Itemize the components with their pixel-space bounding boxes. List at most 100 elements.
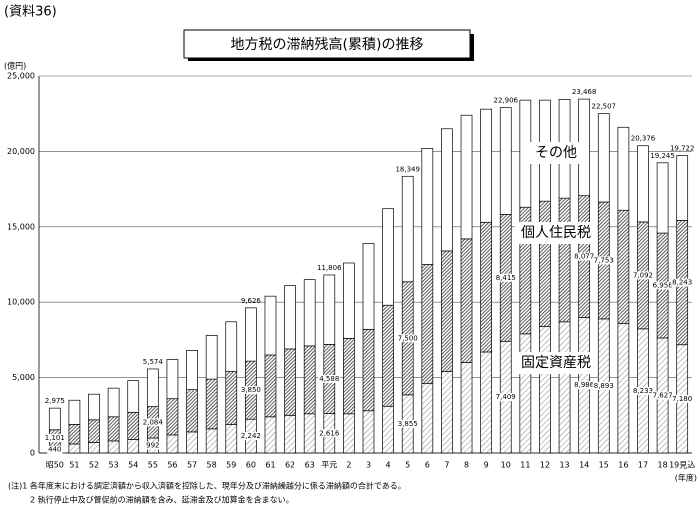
- bar-segment: [127, 380, 140, 413]
- bar-segment: [421, 264, 434, 384]
- value-label: 19,245: [650, 152, 675, 160]
- bar-segment: [225, 321, 238, 372]
- bar-segment: [205, 335, 218, 380]
- x-tick-label: 63: [305, 461, 315, 470]
- value-label: 8,893: [594, 382, 614, 390]
- value-label: 4,588: [319, 375, 339, 383]
- value-label-bg: [141, 418, 165, 427]
- bar-segment: [107, 387, 120, 418]
- legend-bg: [515, 222, 597, 244]
- bar-segment: [225, 371, 238, 425]
- bar-segment: [264, 416, 277, 454]
- bar-segment: [68, 443, 81, 454]
- x-tick-label: 11: [520, 461, 530, 470]
- value-label: 23,468: [572, 88, 597, 96]
- value-label: 7,409: [496, 393, 516, 401]
- bar-segment: [343, 262, 355, 339]
- x-axis-label: (年度): [675, 473, 697, 483]
- value-label-bg: [651, 281, 674, 290]
- value-label-bg: [396, 419, 419, 428]
- x-tick-label: 4: [386, 461, 391, 470]
- bar-segment: [284, 348, 296, 416]
- legend-label: 固定資産税: [521, 355, 591, 371]
- bar-segment: [558, 321, 571, 454]
- value-label: 8,986: [574, 381, 595, 389]
- value-label-bg: [239, 386, 262, 395]
- value-label: 18,349: [395, 165, 420, 173]
- bar-segment: [166, 398, 179, 436]
- value-label: 11,806: [317, 264, 342, 272]
- x-tick-label: 14: [579, 461, 589, 470]
- x-tick-label: 15: [599, 461, 609, 470]
- value-label: 2,975: [45, 397, 65, 405]
- value-label-bg: [592, 256, 615, 265]
- value-label: 7,627: [653, 391, 673, 399]
- value-label: 7,500: [398, 334, 418, 342]
- y-tick-label: 10,000: [7, 298, 35, 307]
- value-label: 7,753: [594, 256, 614, 264]
- value-label-bg: [318, 429, 341, 438]
- doc-label: (資料36): [4, 5, 57, 20]
- bar-segment: [597, 113, 610, 203]
- value-label-bg: [651, 391, 674, 400]
- value-label-bg: [318, 374, 341, 383]
- value-label: 8,077: [574, 253, 594, 261]
- bar-segment: [146, 368, 159, 407]
- value-label-bg: [631, 386, 655, 395]
- y-tick-label: 25,000: [7, 72, 35, 81]
- bar-segment: [186, 389, 198, 433]
- x-tick-label: 59: [226, 461, 236, 470]
- x-tick-label: 51: [69, 461, 79, 470]
- y-tick-label: 5,000: [12, 373, 35, 382]
- y-tick-label: 0: [30, 449, 35, 458]
- bar-segment: [186, 431, 198, 454]
- bar-segment: [303, 413, 316, 454]
- x-tick-label: 55: [148, 461, 158, 470]
- x-tick-label: 8: [464, 461, 469, 470]
- bar-segment: [264, 354, 277, 418]
- bar-segment: [539, 200, 551, 327]
- value-label: 6,958: [653, 282, 673, 290]
- bar-segment: [421, 383, 434, 454]
- bar-segment: [460, 114, 473, 240]
- value-label: 8,415: [496, 274, 516, 282]
- bar-segment: [323, 274, 336, 345]
- bar-segment: [245, 307, 257, 362]
- bar-segment: [460, 362, 473, 454]
- value-label: 2,242: [241, 432, 261, 440]
- bar-segment: [127, 439, 140, 454]
- value-label-bg: [631, 271, 655, 280]
- bar-segment: [284, 285, 296, 350]
- legend-bg: [529, 142, 583, 164]
- bar-segment: [676, 155, 689, 221]
- value-label-bg: [573, 381, 596, 390]
- bar-segment: [225, 423, 238, 454]
- bar-segment: [88, 419, 100, 443]
- x-tick-label: 58: [207, 461, 217, 470]
- x-tick-label: 7: [444, 461, 449, 470]
- x-tick-label: 17: [638, 461, 648, 470]
- y-tick-label: 15,000: [7, 222, 35, 231]
- value-label: 20,376: [631, 135, 656, 143]
- value-label-bg: [43, 434, 66, 443]
- x-tick-label: 3: [366, 461, 371, 470]
- value-label-bg: [494, 393, 517, 402]
- legend-bg: [515, 352, 597, 374]
- x-tick-label: 12: [540, 461, 550, 470]
- bar-segment: [68, 423, 81, 445]
- x-tick-label: 10: [501, 461, 511, 470]
- value-label-bg: [47, 445, 63, 454]
- bar-segment: [303, 345, 316, 415]
- bar-segment: [166, 434, 179, 454]
- bar-segment: [362, 410, 375, 454]
- value-label: 2,084: [143, 418, 164, 426]
- x-tick-label: 57: [187, 461, 197, 470]
- bar-segment: [617, 322, 630, 454]
- x-tick-label: 61: [265, 461, 275, 470]
- bar-segment: [499, 107, 512, 215]
- bar-segment: [68, 399, 81, 425]
- bar-segment: [460, 238, 473, 363]
- title-shadow: [470, 34, 474, 61]
- x-tick-label: 16: [618, 461, 628, 470]
- value-label-bg: [494, 273, 517, 282]
